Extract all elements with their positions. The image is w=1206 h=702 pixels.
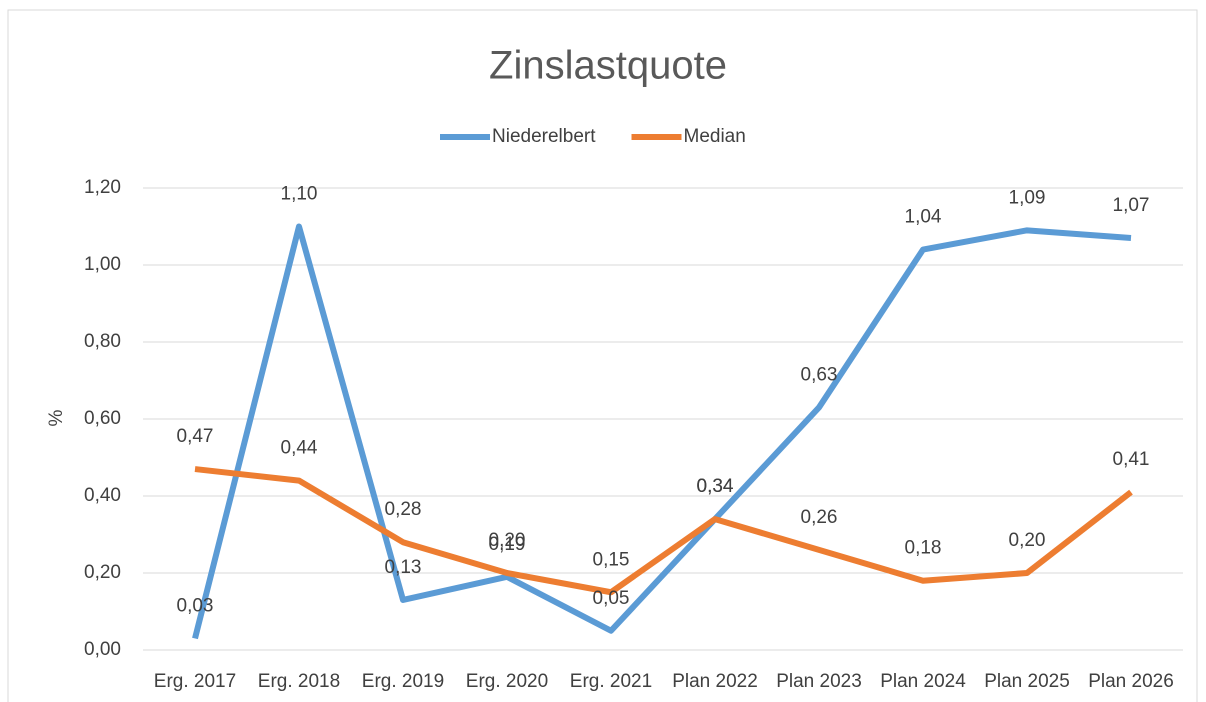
data-label: 0,20: [1009, 530, 1046, 551]
data-label: 1,09: [1009, 187, 1046, 208]
data-label: 0,34: [697, 476, 734, 497]
series-line: [194, 466, 1133, 596]
series-line: [192, 223, 1132, 640]
x-tick-label: Erg. 2021: [570, 671, 652, 692]
x-tick-label: Erg. 2019: [362, 671, 444, 692]
y-axis-label: %: [46, 409, 67, 426]
x-tick-label: Erg. 2020: [466, 671, 548, 692]
data-label: 0,15: [593, 549, 630, 570]
chart-title: Zinslastquote: [489, 44, 727, 88]
data-label: 0,44: [281, 438, 318, 459]
data-label: 0,13: [385, 557, 422, 578]
y-tick-label: 0,80: [84, 331, 121, 352]
legend-label: Niederelbert: [492, 126, 596, 147]
data-label: 0,18: [905, 538, 942, 559]
data-label: 0,19: [489, 534, 526, 555]
y-tick-label: 0,20: [84, 562, 121, 583]
data-label: 1,10: [281, 184, 318, 205]
y-tick-label: 0,60: [84, 408, 121, 429]
data-label: 1,07: [1113, 195, 1150, 216]
x-tick-label: Plan 2026: [1088, 671, 1174, 692]
x-tick-label: Plan 2025: [984, 671, 1070, 692]
data-label: 0,34: [697, 476, 734, 497]
x-tick-label: Plan 2022: [672, 671, 758, 692]
data-label: 0,05: [593, 588, 630, 609]
data-label: 0,47: [177, 426, 214, 447]
data-label: 0,28: [385, 499, 422, 520]
legend-label: Median: [684, 126, 746, 147]
data-label: 0,63: [801, 364, 838, 385]
data-label: 0,20: [489, 530, 526, 551]
data-label: 0,41: [1113, 449, 1150, 470]
x-tick-label: Plan 2024: [880, 671, 966, 692]
x-tick-label: Erg. 2017: [154, 671, 236, 692]
y-tick-label: 0,00: [84, 639, 121, 660]
x-tick-label: Plan 2023: [776, 671, 862, 692]
y-tick-label: 0,40: [84, 485, 121, 506]
y-tick-label: 1,00: [84, 254, 121, 275]
x-tick-label: Erg. 2018: [258, 671, 340, 692]
data-label: 0,26: [801, 507, 838, 528]
data-label: 0,03: [177, 595, 214, 616]
data-label: 1,04: [905, 207, 942, 228]
y-tick-label: 1,20: [84, 177, 121, 198]
